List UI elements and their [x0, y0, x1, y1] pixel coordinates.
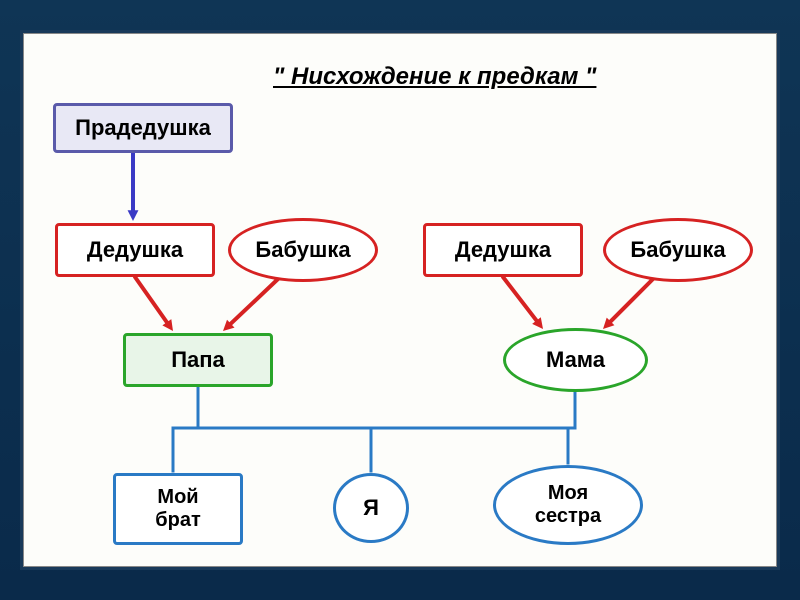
node-sestra: Моясестра [493, 465, 643, 545]
node-dedushka2: Дедушка [423, 223, 583, 277]
node-babushka2: Бабушка [603, 218, 753, 282]
node-pradedushka: Прадедушка [53, 103, 233, 153]
diagram-canvas: " Нисхождение к предкам " Прадедушка Деду… [23, 33, 783, 573]
node-ya: Я [333, 473, 409, 543]
node-mama: Мама [503, 328, 648, 392]
node-papa: Папа [123, 333, 273, 387]
node-babushka1: Бабушка [228, 218, 378, 282]
node-dedushka1: Дедушка [55, 223, 215, 277]
node-brat: Мойбрат [113, 473, 243, 545]
diagram-frame: " Нисхождение к предкам " Прадедушка Деду… [20, 30, 780, 570]
diagram-title: " Нисхождение к предкам " [273, 63, 596, 91]
